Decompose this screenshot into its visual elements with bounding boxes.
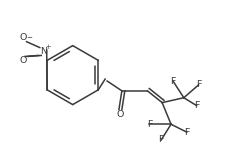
Text: F: F bbox=[170, 76, 176, 86]
Text: F: F bbox=[194, 101, 199, 110]
Text: O: O bbox=[117, 110, 124, 119]
Text: F: F bbox=[147, 120, 152, 129]
Text: −: − bbox=[27, 35, 33, 41]
Text: F: F bbox=[158, 135, 164, 144]
Text: O: O bbox=[20, 33, 27, 42]
Text: +: + bbox=[45, 44, 51, 50]
Text: O: O bbox=[20, 56, 27, 65]
Text: F: F bbox=[184, 128, 189, 137]
Text: N: N bbox=[40, 47, 47, 56]
Text: F: F bbox=[196, 80, 201, 89]
